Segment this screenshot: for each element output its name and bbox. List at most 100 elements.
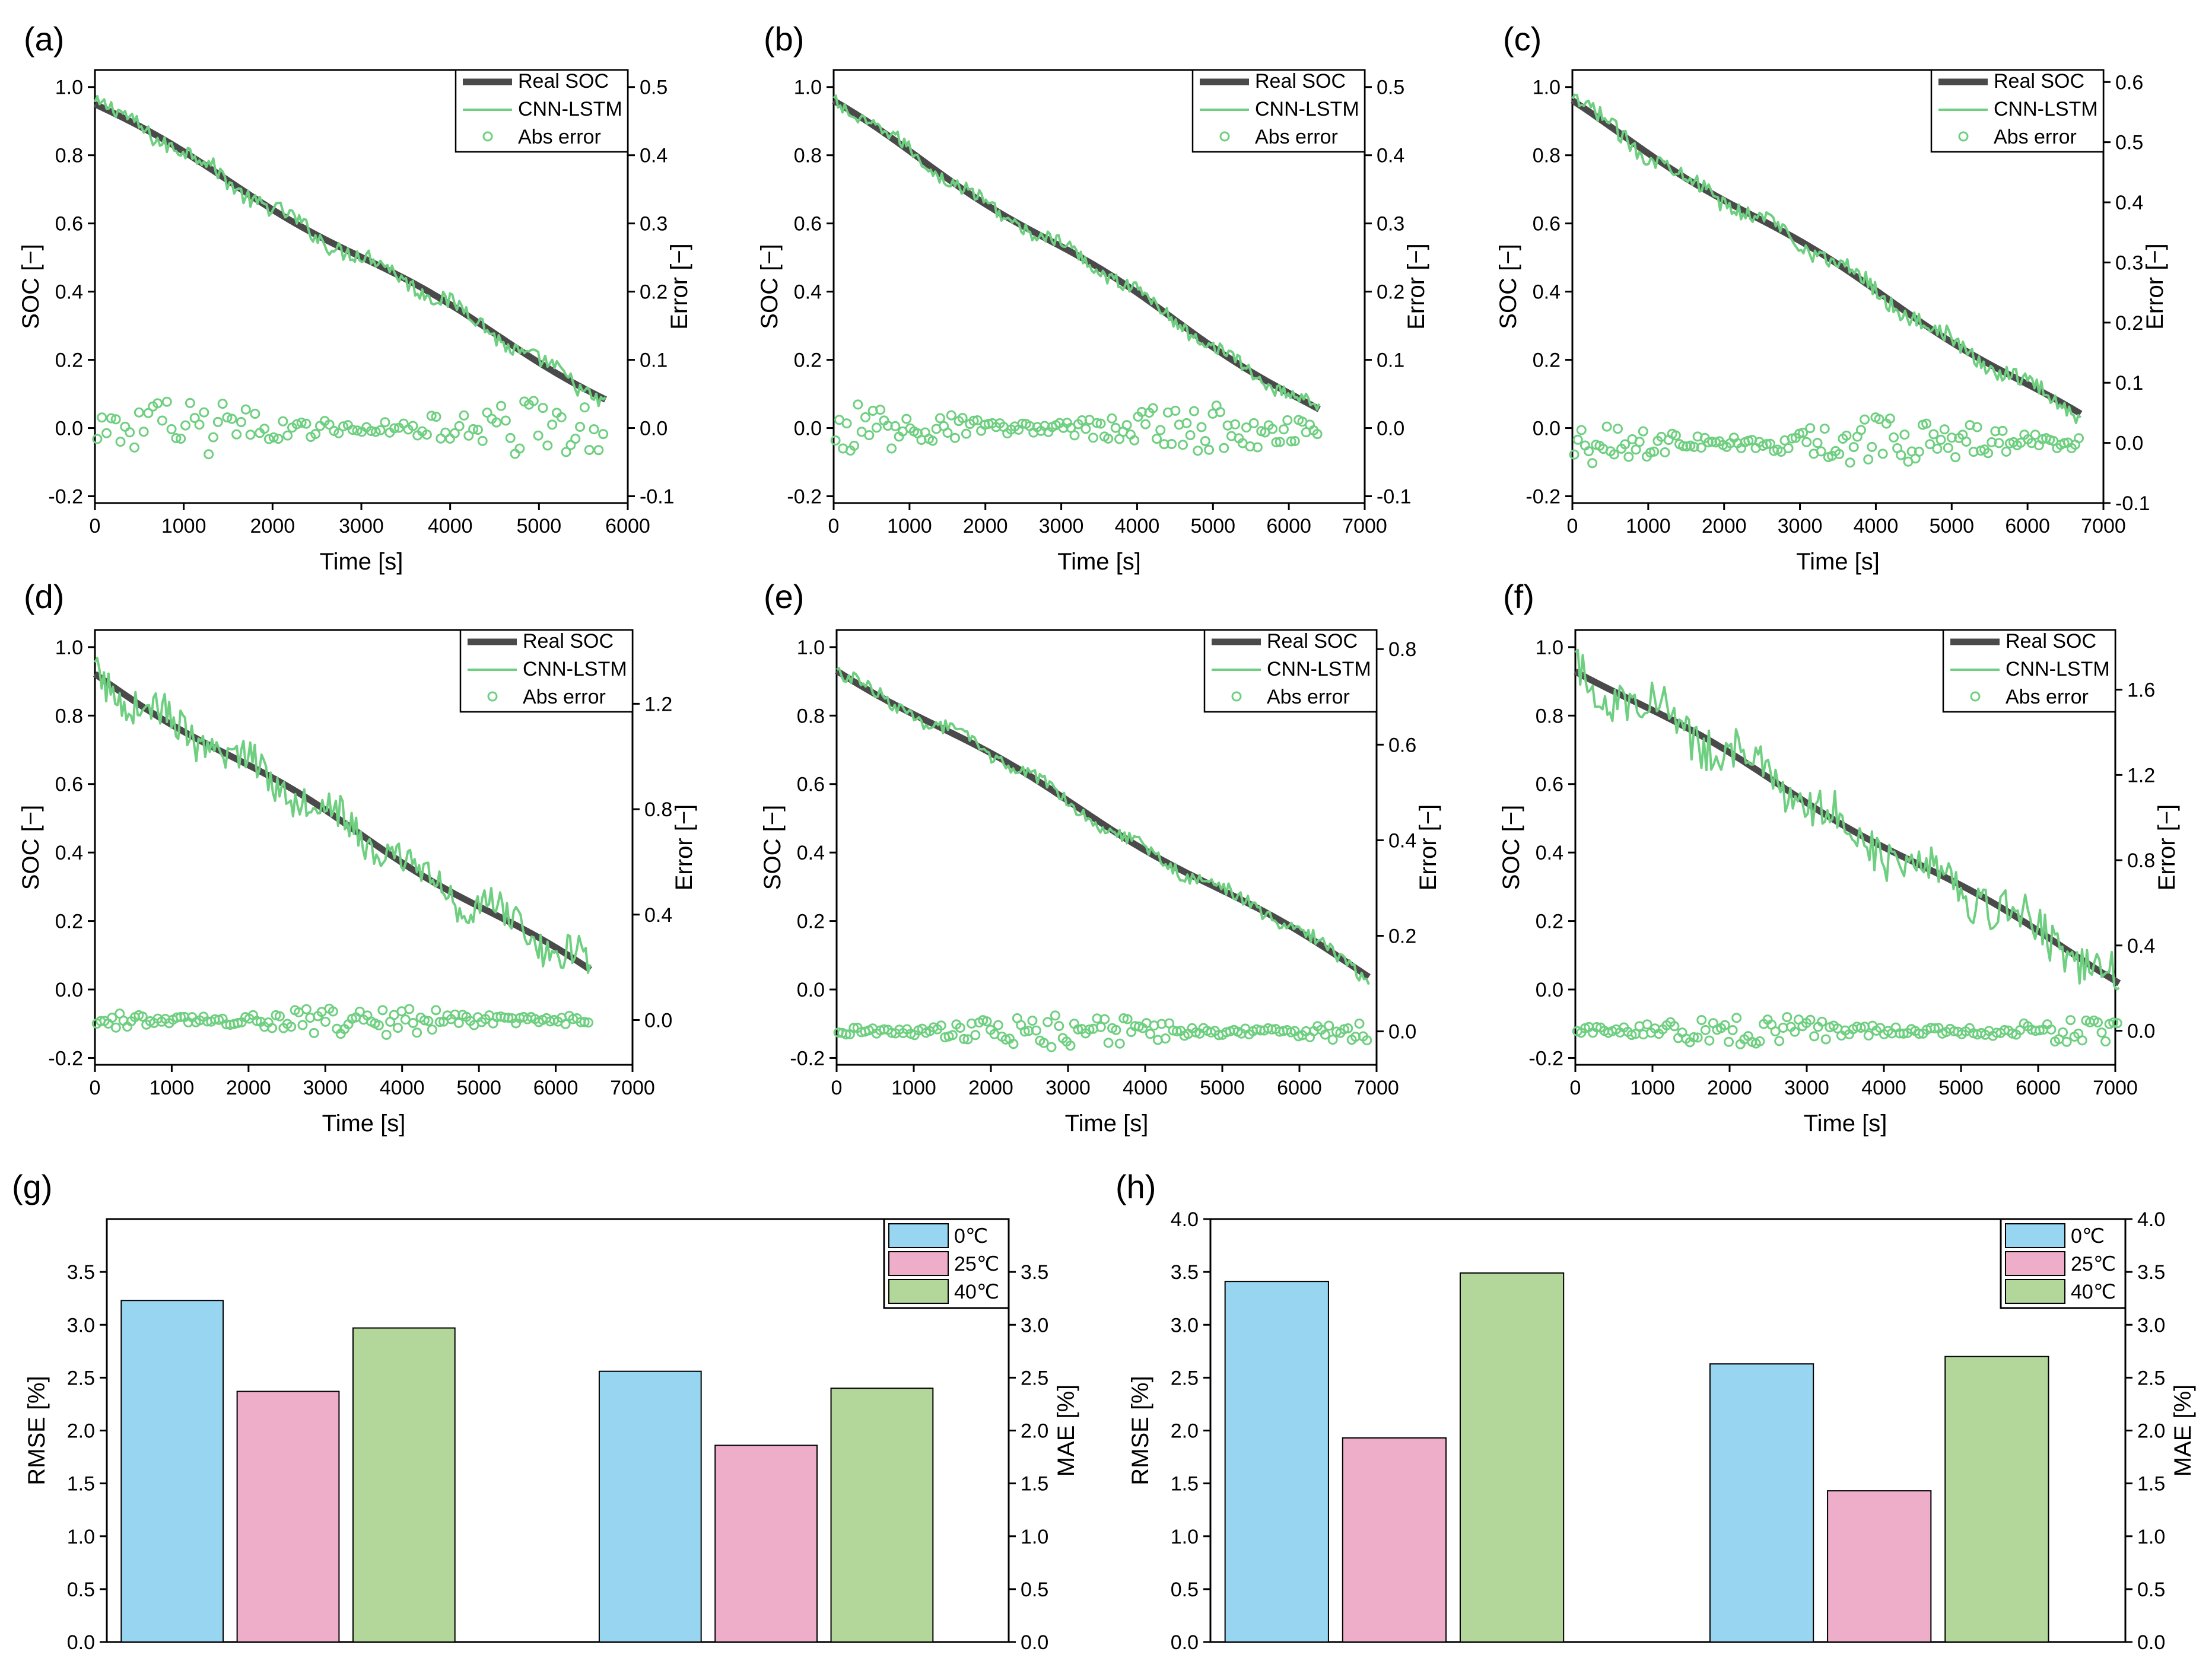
y-axis-label: RMSE [%] (1127, 1376, 1153, 1485)
y2-tick-label: 3.5 (1021, 1261, 1048, 1284)
abs-error-point (208, 432, 218, 443)
abs-error-point (92, 434, 103, 444)
x-tick-label: 3000 (1778, 515, 1823, 537)
abs-error-point (1727, 1024, 1738, 1035)
abs-error-point (1282, 415, 1293, 425)
abs-error-point (962, 1034, 973, 1045)
abs-error-point (542, 440, 553, 451)
y-tick-label: 3.5 (1171, 1261, 1199, 1284)
x-axis-label: Time [s] (322, 1110, 406, 1137)
plot-frame (1574, 629, 2116, 1066)
abs-error-point (1863, 1030, 1874, 1040)
abs-error-point (1631, 444, 1641, 455)
abs-error-point (380, 417, 390, 428)
abs-error-point (593, 445, 604, 456)
abs-error-point (2108, 1017, 2119, 1028)
x-tick-label: 7000 (2093, 1077, 2138, 1099)
x-tick-label: 4000 (1115, 515, 1160, 537)
abs-error-point (314, 421, 325, 431)
legend-label: Real SOC (523, 630, 614, 653)
x-tick-label: 0 (90, 515, 101, 537)
abs-error-point (375, 425, 386, 435)
x-tick-label: 5000 (1190, 515, 1235, 537)
abs-error-point (957, 413, 968, 424)
abs-error-point (927, 435, 938, 446)
chart-f: (f) 0 1000 2000 3000 4000 5000 6000 7000 -0.2 0.0 0… (1498, 578, 2180, 1137)
abs-error-point (143, 408, 154, 418)
legend-swatch-error (1970, 691, 1981, 702)
y-tick-label: 0.6 (794, 213, 822, 236)
y-axis-label: SOC [−] (1495, 244, 1521, 329)
abs-error-point (161, 396, 172, 407)
y-axis-label: RMSE [%] (24, 1376, 50, 1485)
bar-25c-mae (714, 1444, 818, 1643)
abs-error-point (503, 1013, 514, 1023)
abs-error-point (1188, 406, 1199, 416)
y2-axis-label: Error [−] (2142, 243, 2168, 330)
abs-error-point (431, 1005, 441, 1016)
abs-error-point (1817, 1016, 1828, 1027)
abs-error-point (2061, 1036, 2072, 1047)
abs-error-point (1054, 1021, 1064, 1032)
abs-error-point (1591, 1022, 1602, 1033)
abs-error-point (419, 1015, 430, 1026)
abs-error-point (993, 1020, 1003, 1030)
abs-error-point (2096, 1027, 2107, 1038)
abs-error-point (199, 407, 209, 418)
abs-error-point (528, 396, 539, 406)
y2-tick-label: -0.1 (1377, 486, 1412, 508)
x-tick-label: 6000 (533, 1077, 579, 1099)
abs-error-point (110, 1022, 121, 1033)
abs-error-point (1623, 451, 1634, 462)
abs-error-point (1354, 1018, 1365, 1029)
y2-tick-label: 0.4 (1377, 145, 1404, 167)
y2-tick-label: 0.0 (1377, 418, 1404, 440)
abs-error-point (138, 427, 149, 437)
abs-error-point (1889, 432, 1899, 443)
bar-25c-rmse (1342, 1437, 1447, 1643)
abs-error-point (1669, 1021, 1680, 1032)
y-tick-label: 1.0 (794, 77, 822, 99)
y-tick-label: 4.0 (1171, 1208, 1199, 1231)
abs-error-point (1612, 424, 1623, 434)
abs-error-point (282, 430, 293, 441)
legend-label: 40℃ (2071, 1281, 2116, 1303)
abs-error-point (1950, 452, 1961, 463)
y2-tick-label: 0.5 (2137, 1579, 2165, 1601)
legend-swatch-error (1231, 691, 1242, 702)
abs-error-point (589, 424, 599, 435)
y-tick-label: 0.2 (1533, 349, 1561, 372)
abs-error-point (423, 1016, 434, 1026)
abs-error-point (2092, 1017, 2103, 1028)
x-tick-label: 1000 (1630, 1077, 1675, 1099)
cnn-lstm-line (835, 667, 1370, 985)
abs-error-point (1069, 430, 1080, 441)
abs-error-point (950, 432, 961, 443)
x-tick-label: 5000 (517, 515, 562, 537)
x-tick-label: 7000 (1354, 1077, 1399, 1099)
chart-b: (b) 0 1000 2000 3000 4000 5000 6000 7000 -0.2 0.0 0… (757, 20, 1429, 575)
legend-swatch (888, 1223, 949, 1248)
abs-error-point (968, 415, 979, 426)
legend-swatch (888, 1251, 949, 1276)
panel-label: (a) (24, 20, 64, 58)
y-tick-label: 0.0 (67, 1631, 95, 1654)
y-tick-label: 0.0 (55, 418, 83, 440)
legend-label: Real SOC (518, 70, 609, 93)
x-tick-label: 2000 (1707, 1077, 1752, 1099)
abs-error-point (1620, 439, 1631, 450)
legend-label: Abs error (1255, 126, 1338, 148)
abs-error-point (245, 429, 256, 440)
x-tick-label: 1000 (161, 515, 206, 537)
abs-error-point (267, 1023, 278, 1033)
y2-tick-label: 0.4 (644, 904, 672, 927)
x-axis-label: Time [s] (320, 549, 403, 575)
legend-swatch-error (487, 691, 498, 702)
y-tick-label: 0.2 (1536, 911, 1563, 933)
abs-error-point (1129, 435, 1140, 446)
y2-tick-label: 2.5 (2137, 1367, 2165, 1389)
abs-error-point (936, 1020, 946, 1031)
x-tick-label: 6000 (1266, 515, 1311, 537)
real-soc-line (1574, 669, 2121, 987)
abs-error-point (1103, 433, 1114, 444)
